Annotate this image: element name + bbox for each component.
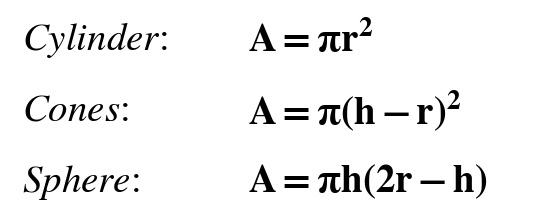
- Text: $\mathbf{A = \pi (h - r)^{2}}$: $\mathbf{A = \pi (h - r)^{2}}$: [248, 88, 462, 134]
- Text: $\mathbf{\mathit{Cylinder}}$:: $\mathbf{\mathit{Cylinder}}$:: [22, 20, 167, 60]
- Text: $\mathbf{\mathit{Cones}}$:: $\mathbf{\mathit{Cones}}$:: [22, 94, 128, 128]
- Text: $\mathbf{A = \pi h(2r - h)}$: $\mathbf{A = \pi h(2r - h)}$: [248, 163, 487, 201]
- Text: $\mathbf{\mathit{Sphere}}$:: $\mathbf{\mathit{Sphere}}$:: [22, 163, 139, 202]
- Text: $\mathbf{A = \pi r^{2}}$: $\mathbf{A = \pi r^{2}}$: [248, 20, 374, 60]
